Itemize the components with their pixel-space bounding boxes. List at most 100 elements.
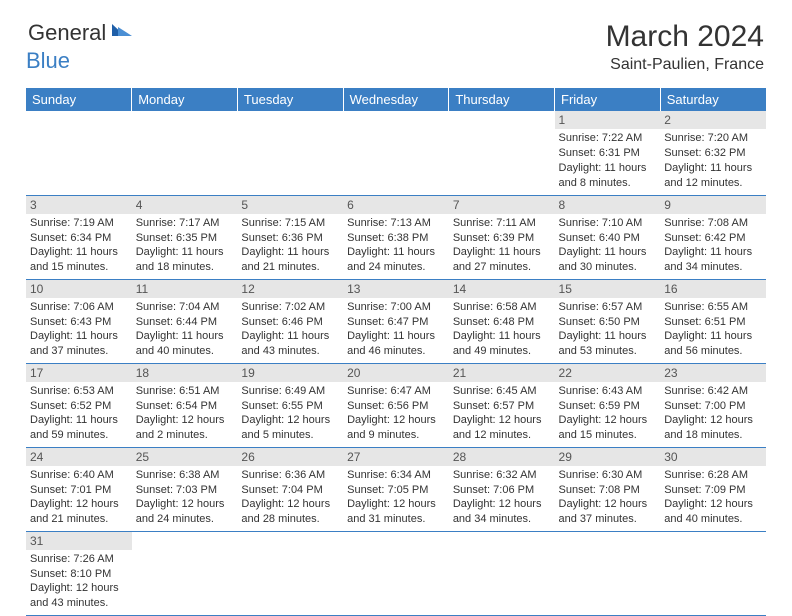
- daylight-text: Daylight: 11 hours: [241, 329, 339, 344]
- sunrise-text: Sunrise: 6:45 AM: [453, 384, 551, 399]
- daylight-text: and 49 minutes.: [453, 344, 551, 359]
- daylight-text: Daylight: 11 hours: [30, 245, 128, 260]
- week-row: 24Sunrise: 6:40 AMSunset: 7:01 PMDayligh…: [26, 447, 766, 531]
- daylight-text: Daylight: 11 hours: [559, 329, 657, 344]
- day-number: 25: [132, 448, 238, 466]
- sunset-text: Sunset: 7:01 PM: [30, 483, 128, 498]
- day-cell: 21Sunrise: 6:45 AMSunset: 6:57 PMDayligh…: [449, 363, 555, 447]
- day-number: 12: [237, 280, 343, 298]
- day-cell: 18Sunrise: 6:51 AMSunset: 6:54 PMDayligh…: [132, 363, 238, 447]
- daylight-text: and 37 minutes.: [559, 512, 657, 527]
- day-cell: 4Sunrise: 7:17 AMSunset: 6:35 PMDaylight…: [132, 195, 238, 279]
- day-cell: 22Sunrise: 6:43 AMSunset: 6:59 PMDayligh…: [555, 363, 661, 447]
- daylight-text: and 8 minutes.: [559, 176, 657, 191]
- day-cell: 16Sunrise: 6:55 AMSunset: 6:51 PMDayligh…: [660, 279, 766, 363]
- sunrise-text: Sunrise: 6:28 AM: [664, 468, 762, 483]
- day-cell: 3Sunrise: 7:19 AMSunset: 6:34 PMDaylight…: [26, 195, 132, 279]
- day-body: Sunrise: 7:00 AMSunset: 6:47 PMDaylight:…: [343, 298, 449, 361]
- day-body: Sunrise: 6:57 AMSunset: 6:50 PMDaylight:…: [555, 298, 661, 361]
- day-cell: [555, 531, 661, 615]
- daylight-text: and 9 minutes.: [347, 428, 445, 443]
- sunset-text: Sunset: 6:52 PM: [30, 399, 128, 414]
- week-row: 1Sunrise: 7:22 AMSunset: 6:31 PMDaylight…: [26, 111, 766, 195]
- day-cell: 19Sunrise: 6:49 AMSunset: 6:55 PMDayligh…: [237, 363, 343, 447]
- day-cell: 20Sunrise: 6:47 AMSunset: 6:56 PMDayligh…: [343, 363, 449, 447]
- day-cell: 23Sunrise: 6:42 AMSunset: 7:00 PMDayligh…: [660, 363, 766, 447]
- sunset-text: Sunset: 7:00 PM: [664, 399, 762, 414]
- col-saturday: Saturday: [660, 88, 766, 111]
- daylight-text: Daylight: 11 hours: [30, 329, 128, 344]
- sunrise-text: Sunrise: 7:13 AM: [347, 216, 445, 231]
- day-body: Sunrise: 6:55 AMSunset: 6:51 PMDaylight:…: [660, 298, 766, 361]
- day-body: Sunrise: 7:13 AMSunset: 6:38 PMDaylight:…: [343, 214, 449, 277]
- day-cell: [237, 531, 343, 615]
- sunset-text: Sunset: 6:59 PM: [559, 399, 657, 414]
- day-body: Sunrise: 6:38 AMSunset: 7:03 PMDaylight:…: [132, 466, 238, 529]
- day-cell: 28Sunrise: 6:32 AMSunset: 7:06 PMDayligh…: [449, 447, 555, 531]
- day-body: Sunrise: 6:28 AMSunset: 7:09 PMDaylight:…: [660, 466, 766, 529]
- day-cell: 31Sunrise: 7:26 AMSunset: 8:10 PMDayligh…: [26, 531, 132, 615]
- sunset-text: Sunset: 6:31 PM: [559, 146, 657, 161]
- day-body: Sunrise: 6:32 AMSunset: 7:06 PMDaylight:…: [449, 466, 555, 529]
- day-number: 1: [555, 111, 661, 129]
- day-cell: [132, 531, 238, 615]
- day-cell: 13Sunrise: 7:00 AMSunset: 6:47 PMDayligh…: [343, 279, 449, 363]
- sunset-text: Sunset: 7:05 PM: [347, 483, 445, 498]
- daylight-text: and 15 minutes.: [30, 260, 128, 275]
- daylight-text: and 37 minutes.: [30, 344, 128, 359]
- day-cell: [343, 111, 449, 195]
- daylight-text: and 34 minutes.: [453, 512, 551, 527]
- sunset-text: Sunset: 6:54 PM: [136, 399, 234, 414]
- sunrise-text: Sunrise: 6:40 AM: [30, 468, 128, 483]
- sunrise-text: Sunrise: 6:43 AM: [559, 384, 657, 399]
- col-sunday: Sunday: [26, 88, 132, 111]
- col-tuesday: Tuesday: [237, 88, 343, 111]
- day-cell: 25Sunrise: 6:38 AMSunset: 7:03 PMDayligh…: [132, 447, 238, 531]
- daylight-text: and 53 minutes.: [559, 344, 657, 359]
- daylight-text: Daylight: 12 hours: [559, 413, 657, 428]
- sunrise-text: Sunrise: 7:08 AM: [664, 216, 762, 231]
- daylight-text: and 24 minutes.: [347, 260, 445, 275]
- week-row: 3Sunrise: 7:19 AMSunset: 6:34 PMDaylight…: [26, 195, 766, 279]
- sunset-text: Sunset: 7:03 PM: [136, 483, 234, 498]
- daylight-text: Daylight: 11 hours: [664, 245, 762, 260]
- daylight-text: Daylight: 11 hours: [30, 413, 128, 428]
- day-body: Sunrise: 6:47 AMSunset: 6:56 PMDaylight:…: [343, 382, 449, 445]
- day-cell: 15Sunrise: 6:57 AMSunset: 6:50 PMDayligh…: [555, 279, 661, 363]
- daylight-text: and 24 minutes.: [136, 512, 234, 527]
- day-body: Sunrise: 6:58 AMSunset: 6:48 PMDaylight:…: [449, 298, 555, 361]
- sunrise-text: Sunrise: 6:34 AM: [347, 468, 445, 483]
- day-body: Sunrise: 7:22 AMSunset: 6:31 PMDaylight:…: [555, 129, 661, 192]
- day-number: 11: [132, 280, 238, 298]
- day-number: 17: [26, 364, 132, 382]
- sunset-text: Sunset: 7:09 PM: [664, 483, 762, 498]
- day-cell: 11Sunrise: 7:04 AMSunset: 6:44 PMDayligh…: [132, 279, 238, 363]
- daylight-text: Daylight: 12 hours: [559, 497, 657, 512]
- daylight-text: Daylight: 11 hours: [559, 161, 657, 176]
- day-cell: 26Sunrise: 6:36 AMSunset: 7:04 PMDayligh…: [237, 447, 343, 531]
- daylight-text: and 21 minutes.: [30, 512, 128, 527]
- daylight-text: Daylight: 12 hours: [347, 497, 445, 512]
- sunrise-text: Sunrise: 6:38 AM: [136, 468, 234, 483]
- day-cell: 9Sunrise: 7:08 AMSunset: 6:42 PMDaylight…: [660, 195, 766, 279]
- day-number: 29: [555, 448, 661, 466]
- day-body: Sunrise: 7:02 AMSunset: 6:46 PMDaylight:…: [237, 298, 343, 361]
- sunset-text: Sunset: 6:39 PM: [453, 231, 551, 246]
- sunrise-text: Sunrise: 6:57 AM: [559, 300, 657, 315]
- day-cell: 2Sunrise: 7:20 AMSunset: 6:32 PMDaylight…: [660, 111, 766, 195]
- sunset-text: Sunset: 6:48 PM: [453, 315, 551, 330]
- day-cell: 6Sunrise: 7:13 AMSunset: 6:38 PMDaylight…: [343, 195, 449, 279]
- daylight-text: Daylight: 11 hours: [347, 329, 445, 344]
- sunset-text: Sunset: 6:32 PM: [664, 146, 762, 161]
- day-number: 18: [132, 364, 238, 382]
- sunrise-text: Sunrise: 7:17 AM: [136, 216, 234, 231]
- day-number: 24: [26, 448, 132, 466]
- title-block: March 2024 Saint-Paulien, France: [606, 20, 764, 74]
- day-body: Sunrise: 7:17 AMSunset: 6:35 PMDaylight:…: [132, 214, 238, 277]
- week-row: 10Sunrise: 7:06 AMSunset: 6:43 PMDayligh…: [26, 279, 766, 363]
- daylight-text: Daylight: 12 hours: [30, 497, 128, 512]
- sunset-text: Sunset: 6:56 PM: [347, 399, 445, 414]
- day-number: 10: [26, 280, 132, 298]
- day-number: 28: [449, 448, 555, 466]
- sunrise-text: Sunrise: 6:36 AM: [241, 468, 339, 483]
